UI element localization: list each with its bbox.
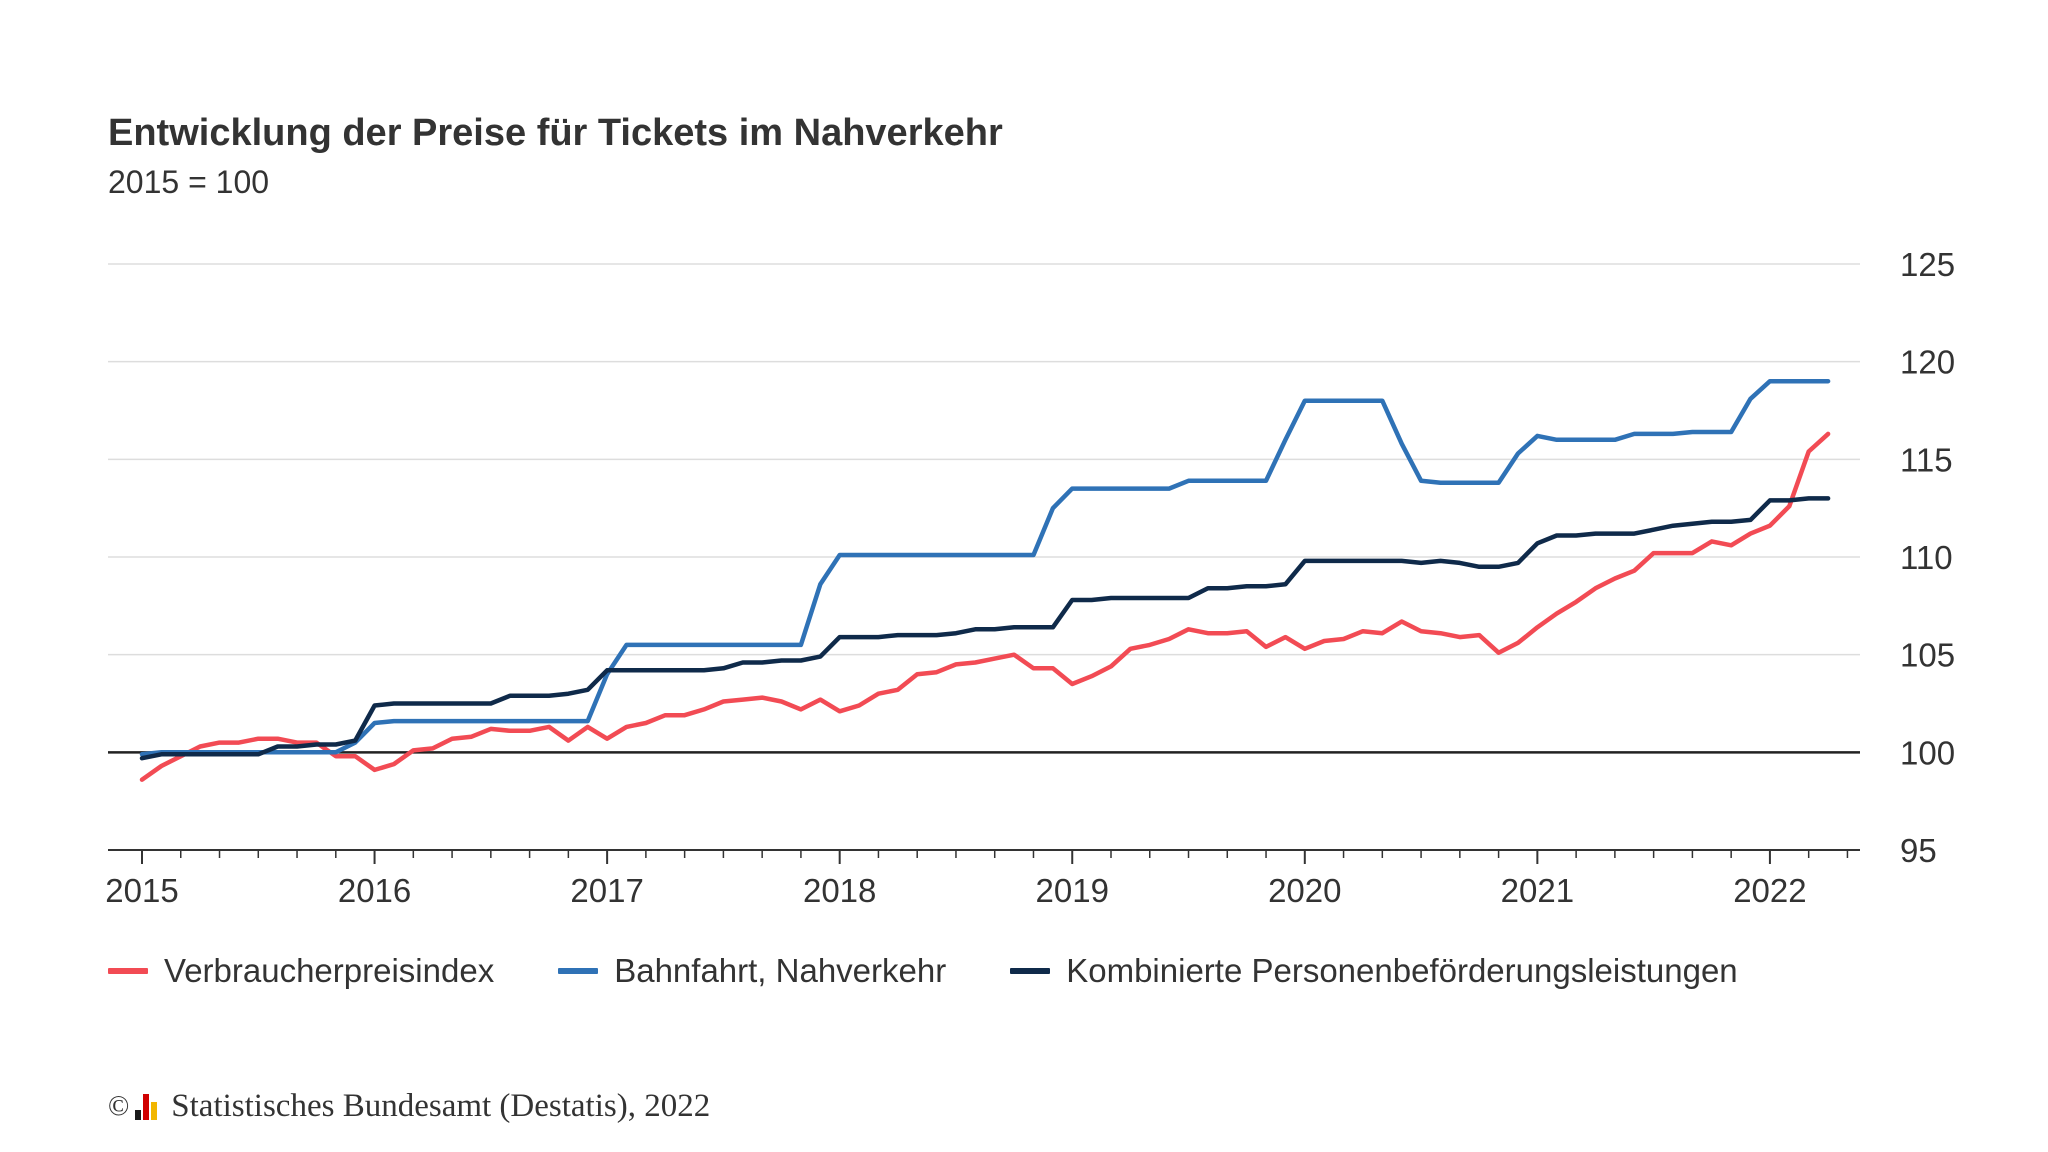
x-tick-label-2017: 2017 xyxy=(570,872,643,909)
legend-label-bahnfahrt-nahverkehr: Bahnfahrt, Nahverkehr xyxy=(614,952,947,989)
x-tick-label-2020: 2020 xyxy=(1268,872,1341,909)
series-line-kombinierte-personenbeförderungsleistungen xyxy=(139,496,1831,761)
legend-swatch-bahnfahrt-nahverkehr xyxy=(558,968,599,974)
source-note: © Statistisches Bundesamt (Destatis), 20… xyxy=(108,1088,710,1125)
y-tick-label-95: 95 xyxy=(1900,832,1937,869)
chart-legend: Verbraucherpreisindex Bahnfahrt, Nahverk… xyxy=(108,952,1802,990)
series-line-bahnfahrt-nahverkehr xyxy=(139,378,1831,757)
y-tick-label-115: 115 xyxy=(1900,441,1953,478)
legend-item-verbraucherpreisindex: Verbraucherpreisindex xyxy=(108,952,494,990)
y-tick-label-105: 105 xyxy=(1900,637,1955,674)
y-tick-label-125: 125 xyxy=(1900,246,1955,283)
destatis-logo-icon xyxy=(135,1093,159,1120)
legend-item-bahnfahrt-nahverkehr: Bahnfahrt, Nahverkehr xyxy=(558,952,946,990)
y-tick-label-110: 110 xyxy=(1900,539,1953,576)
x-tick-label-2022: 2022 xyxy=(1733,872,1806,909)
x-tick-label-2018: 2018 xyxy=(803,872,876,909)
legend-swatch-verbraucherpreisindex xyxy=(108,968,148,974)
source-text: Statistisches Bundesamt (Destatis), 2022 xyxy=(171,1088,711,1124)
x-tick-label-2019: 2019 xyxy=(1036,872,1109,909)
y-tick-label-120: 120 xyxy=(1900,344,1955,381)
y-tick-label-100: 100 xyxy=(1900,734,1955,771)
series-line-verbraucherpreisindex xyxy=(139,431,1831,782)
copyright-symbol: © xyxy=(108,1090,130,1122)
x-tick-label-2015: 2015 xyxy=(105,872,178,909)
x-tick-label-2021: 2021 xyxy=(1501,872,1574,909)
legend-item-kombinierte-personenbefoerderung: Kombinierte Personenbeförderungsleistung… xyxy=(1010,952,1738,990)
legend-label-verbraucherpreisindex: Verbraucherpreisindex xyxy=(164,952,495,989)
chart-title: Entwicklung der Preise für Tickets im Na… xyxy=(108,112,1003,154)
x-tick-label-2016: 2016 xyxy=(338,872,411,909)
chart-subtitle: 2015 = 100 xyxy=(108,164,270,200)
legend-label-kombinierte-personenbefoerderung: Kombinierte Personenbeförderungsleistung… xyxy=(1066,952,1738,989)
legend-swatch-kombinierte-personenbefoerderung xyxy=(1010,968,1051,974)
